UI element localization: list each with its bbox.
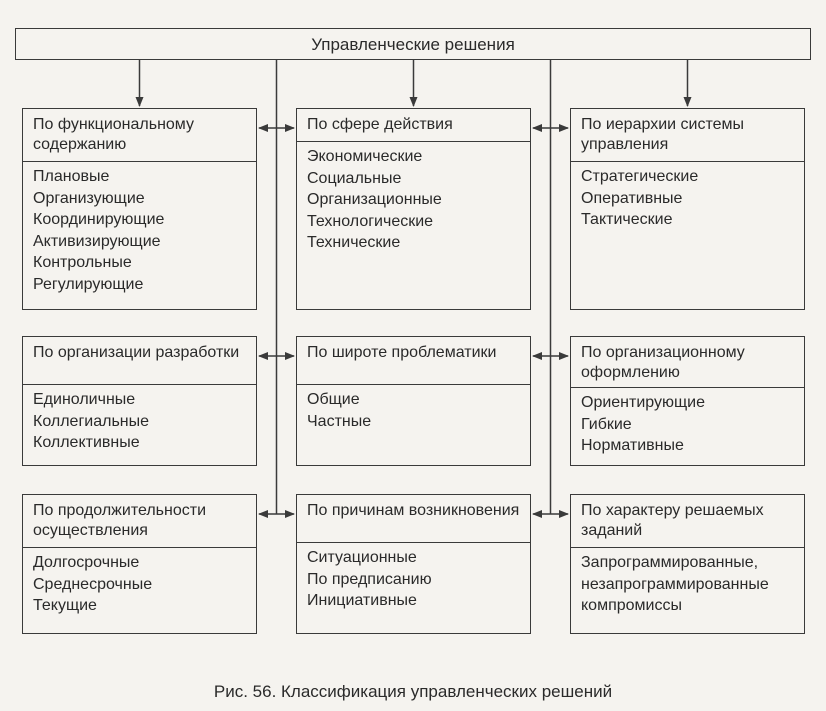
category-item: Долгосрочные — [33, 552, 246, 574]
category-item: Плановые — [33, 166, 246, 188]
category-item: Координирующие — [33, 209, 246, 231]
category-item: Активизирующие — [33, 231, 246, 253]
category-item: Коллективные — [33, 432, 246, 454]
category-item: Текущие — [33, 595, 246, 617]
category-item: Контрольные — [33, 252, 246, 274]
category-item: Организующие — [33, 188, 246, 210]
category-item: Среднесрочные — [33, 574, 246, 596]
category-items: СитуационныеПо предписаниюИнициативные — [297, 543, 530, 620]
category-box: По причинам возникновенияСитуационныеПо … — [296, 494, 531, 634]
root-label: Управленческие решения — [311, 35, 515, 54]
category-items: ЕдиноличныеКоллегиальныеКоллективные — [23, 385, 256, 462]
category-item: Ситуационные — [307, 547, 520, 569]
category-item: Инициативные — [307, 590, 520, 612]
category-item: Частные — [307, 411, 520, 433]
category-item: Организационные — [307, 189, 520, 211]
category-box: По иерархии системы управленияСтратегиче… — [570, 108, 805, 310]
category-box: По сфере действияЭкономическиеСоциальные… — [296, 108, 531, 310]
category-item: Нормативные — [581, 435, 794, 457]
category-item: Единоличные — [33, 389, 246, 411]
category-item: Запрограммированные, незапрограммирован­… — [581, 552, 794, 617]
category-title: По причинам возникновения — [297, 495, 530, 543]
category-box: По функциональному содержаниюПлановыеОрг… — [22, 108, 257, 310]
category-title: По организационному оформлению — [571, 337, 804, 388]
category-item: Ориентирующие — [581, 392, 794, 414]
category-title: По продолжительности осуществления — [23, 495, 256, 548]
category-items: ОриентирующиеГибкиеНормативные — [571, 388, 804, 465]
category-box: По продолжительности осуществленияДолгос… — [22, 494, 257, 634]
category-title: По организации разработки — [23, 337, 256, 385]
category-items: СтратегическиеОперативныеТактические — [571, 162, 804, 239]
category-title: По сфере действия — [297, 109, 530, 142]
category-item: Стратегические — [581, 166, 794, 188]
category-items: Запрограммированные, незапрограммирован­… — [571, 548, 804, 625]
category-item: Тактические — [581, 209, 794, 231]
category-item: Оперативные — [581, 188, 794, 210]
category-item: Социальные — [307, 168, 520, 190]
category-box: По организации разработкиЕдиноличныеКолл… — [22, 336, 257, 466]
category-item: По предписанию — [307, 569, 520, 591]
category-box: По широте проблематикиОбщиеЧастные — [296, 336, 531, 466]
category-box: По характеру решаемых заданийЗапрограмми… — [570, 494, 805, 634]
category-title: По характеру решаемых заданий — [571, 495, 804, 548]
root-node: Управленческие решения — [15, 28, 811, 60]
category-item: Общие — [307, 389, 520, 411]
category-items: ПлановыеОрганизующиеКоординирующиеАктиви… — [23, 162, 256, 304]
diagram-canvas: Управленческие решения По функциональном… — [0, 0, 826, 711]
category-title: По функциональному содержанию — [23, 109, 256, 162]
category-items: ЭкономическиеСоциальныеОрганизационныеТе… — [297, 142, 530, 262]
category-item: Технологические — [307, 211, 520, 233]
category-item: Технические — [307, 232, 520, 254]
category-item: Гибкие — [581, 414, 794, 436]
category-box: По организационному оформлениюОриентирую… — [570, 336, 805, 466]
category-title: По иерархии системы управления — [571, 109, 804, 162]
category-title: По широте проблематики — [297, 337, 530, 385]
category-item: Регулирующие — [33, 274, 246, 296]
category-item: Экономические — [307, 146, 520, 168]
category-items: ДолгосрочныеСреднесрочныеТекущие — [23, 548, 256, 625]
category-items: ОбщиеЧастные — [297, 385, 530, 440]
caption-text: Рис. 56. Классификация управленческих ре… — [214, 682, 612, 701]
figure-caption: Рис. 56. Классификация управленческих ре… — [0, 682, 826, 702]
category-item: Коллегиальные — [33, 411, 246, 433]
